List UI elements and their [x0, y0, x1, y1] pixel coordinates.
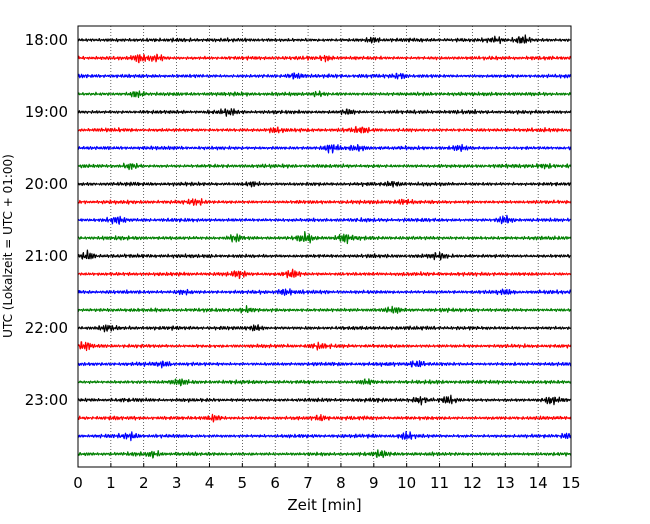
seismic-trace-1800 — [77, 34, 572, 45]
seismic-trace-2300 — [77, 394, 572, 406]
x-tick-label: 14 — [529, 474, 548, 492]
x-tick-label: 2 — [139, 474, 149, 492]
y-tick-label: 23:00 — [25, 391, 68, 409]
seismic-trace-2045 — [77, 230, 572, 245]
y-tick-label: 20:00 — [25, 175, 68, 193]
y-tick-label: 21:00 — [25, 247, 68, 265]
seismic-trace-2215 — [77, 341, 572, 352]
seismic-trace-1815 — [77, 53, 572, 64]
tick-layer: 0 1 2 3 4 5 6 7 8 9 10 11 12 13 14 1518:0019:0020:0021:… — [25, 31, 581, 492]
seismic-trace-1900 — [77, 108, 572, 117]
seismic-trace-2345 — [77, 449, 572, 459]
seismic-trace-1830 — [77, 72, 572, 80]
x-tick-label: 1 — [106, 474, 116, 492]
x-tick-label: 8 — [336, 474, 346, 492]
x-tick-label: 6 — [270, 474, 280, 492]
seismic-trace-2115 — [77, 268, 572, 280]
trace-layer — [77, 34, 572, 459]
seismic-trace-2330 — [77, 430, 572, 442]
x-axis-title: Zeit [min] — [287, 496, 361, 514]
seismic-trace-2200 — [77, 324, 572, 333]
x-tick-label: 3 — [172, 474, 182, 492]
x-tick-label: 4 — [205, 474, 215, 492]
x-tick-label: 7 — [303, 474, 313, 492]
seismic-trace-1930 — [77, 143, 572, 154]
seismic-trace-2145 — [77, 305, 572, 314]
x-tick-label: 11 — [430, 474, 449, 492]
y-tick-label: 18:00 — [25, 31, 68, 49]
seismic-trace-2015 — [77, 198, 572, 206]
seismic-trace-1945 — [77, 162, 572, 171]
x-tick-label: 12 — [463, 474, 482, 492]
x-tick-label: 0 — [73, 474, 83, 492]
x-tick-label: 13 — [496, 474, 515, 492]
seismic-trace-1915 — [77, 125, 572, 134]
x-tick-label: 15 — [561, 474, 580, 492]
seismic-trace-2030 — [77, 214, 572, 225]
seismic-trace-1845 — [77, 90, 572, 99]
seismic-trace-2000 — [77, 180, 572, 188]
y-tick-label: 19:00 — [25, 103, 68, 121]
y-axis-title: UTC (Lokalzeit = UTC + 01:00) — [1, 154, 15, 338]
seismic-trace-2245 — [77, 378, 572, 387]
plot-frame — [77, 25, 572, 468]
y-tick-label: 22:00 — [25, 319, 68, 337]
x-tick-label: 10 — [397, 474, 416, 492]
seismic-trace-2130 — [77, 288, 572, 296]
seismic-trace-2230 — [77, 360, 572, 369]
seismic-trace-2315 — [77, 413, 572, 423]
x-tick-label: 9 — [369, 474, 379, 492]
seismic-trace-2100 — [77, 249, 572, 261]
x-tick-label: 5 — [238, 474, 248, 492]
